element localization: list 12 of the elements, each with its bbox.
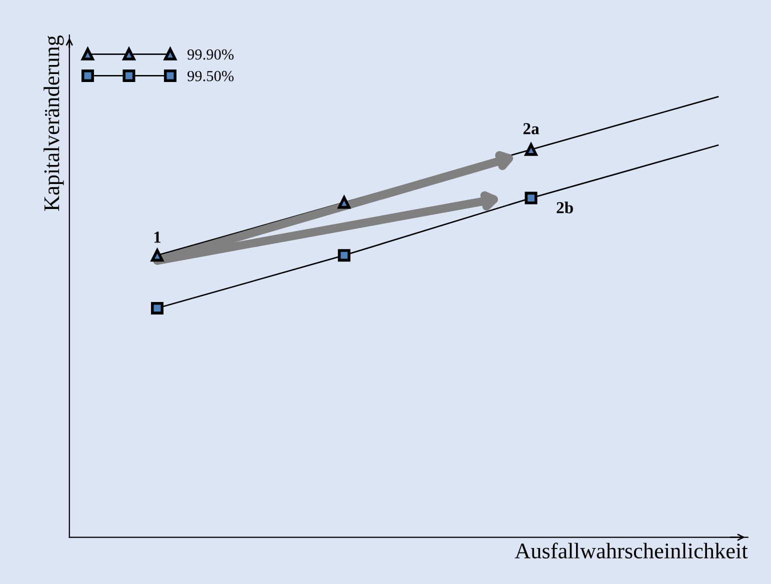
x-axis-title: Ausfallwahrscheinlichkeit bbox=[514, 542, 748, 558]
legend-label: 99.50% bbox=[188, 70, 234, 82]
annotation: 2a bbox=[523, 123, 540, 134]
point bbox=[524, 192, 538, 204]
legend-label: 99.90% bbox=[188, 49, 234, 60]
point bbox=[338, 196, 350, 209]
point bbox=[150, 302, 164, 314]
annotation: 2b bbox=[556, 202, 573, 214]
y-axis-title: Kapitalveränderung bbox=[44, 35, 64, 211]
annotation: 1 bbox=[154, 232, 161, 243]
point bbox=[338, 249, 350, 262]
point bbox=[524, 143, 538, 156]
